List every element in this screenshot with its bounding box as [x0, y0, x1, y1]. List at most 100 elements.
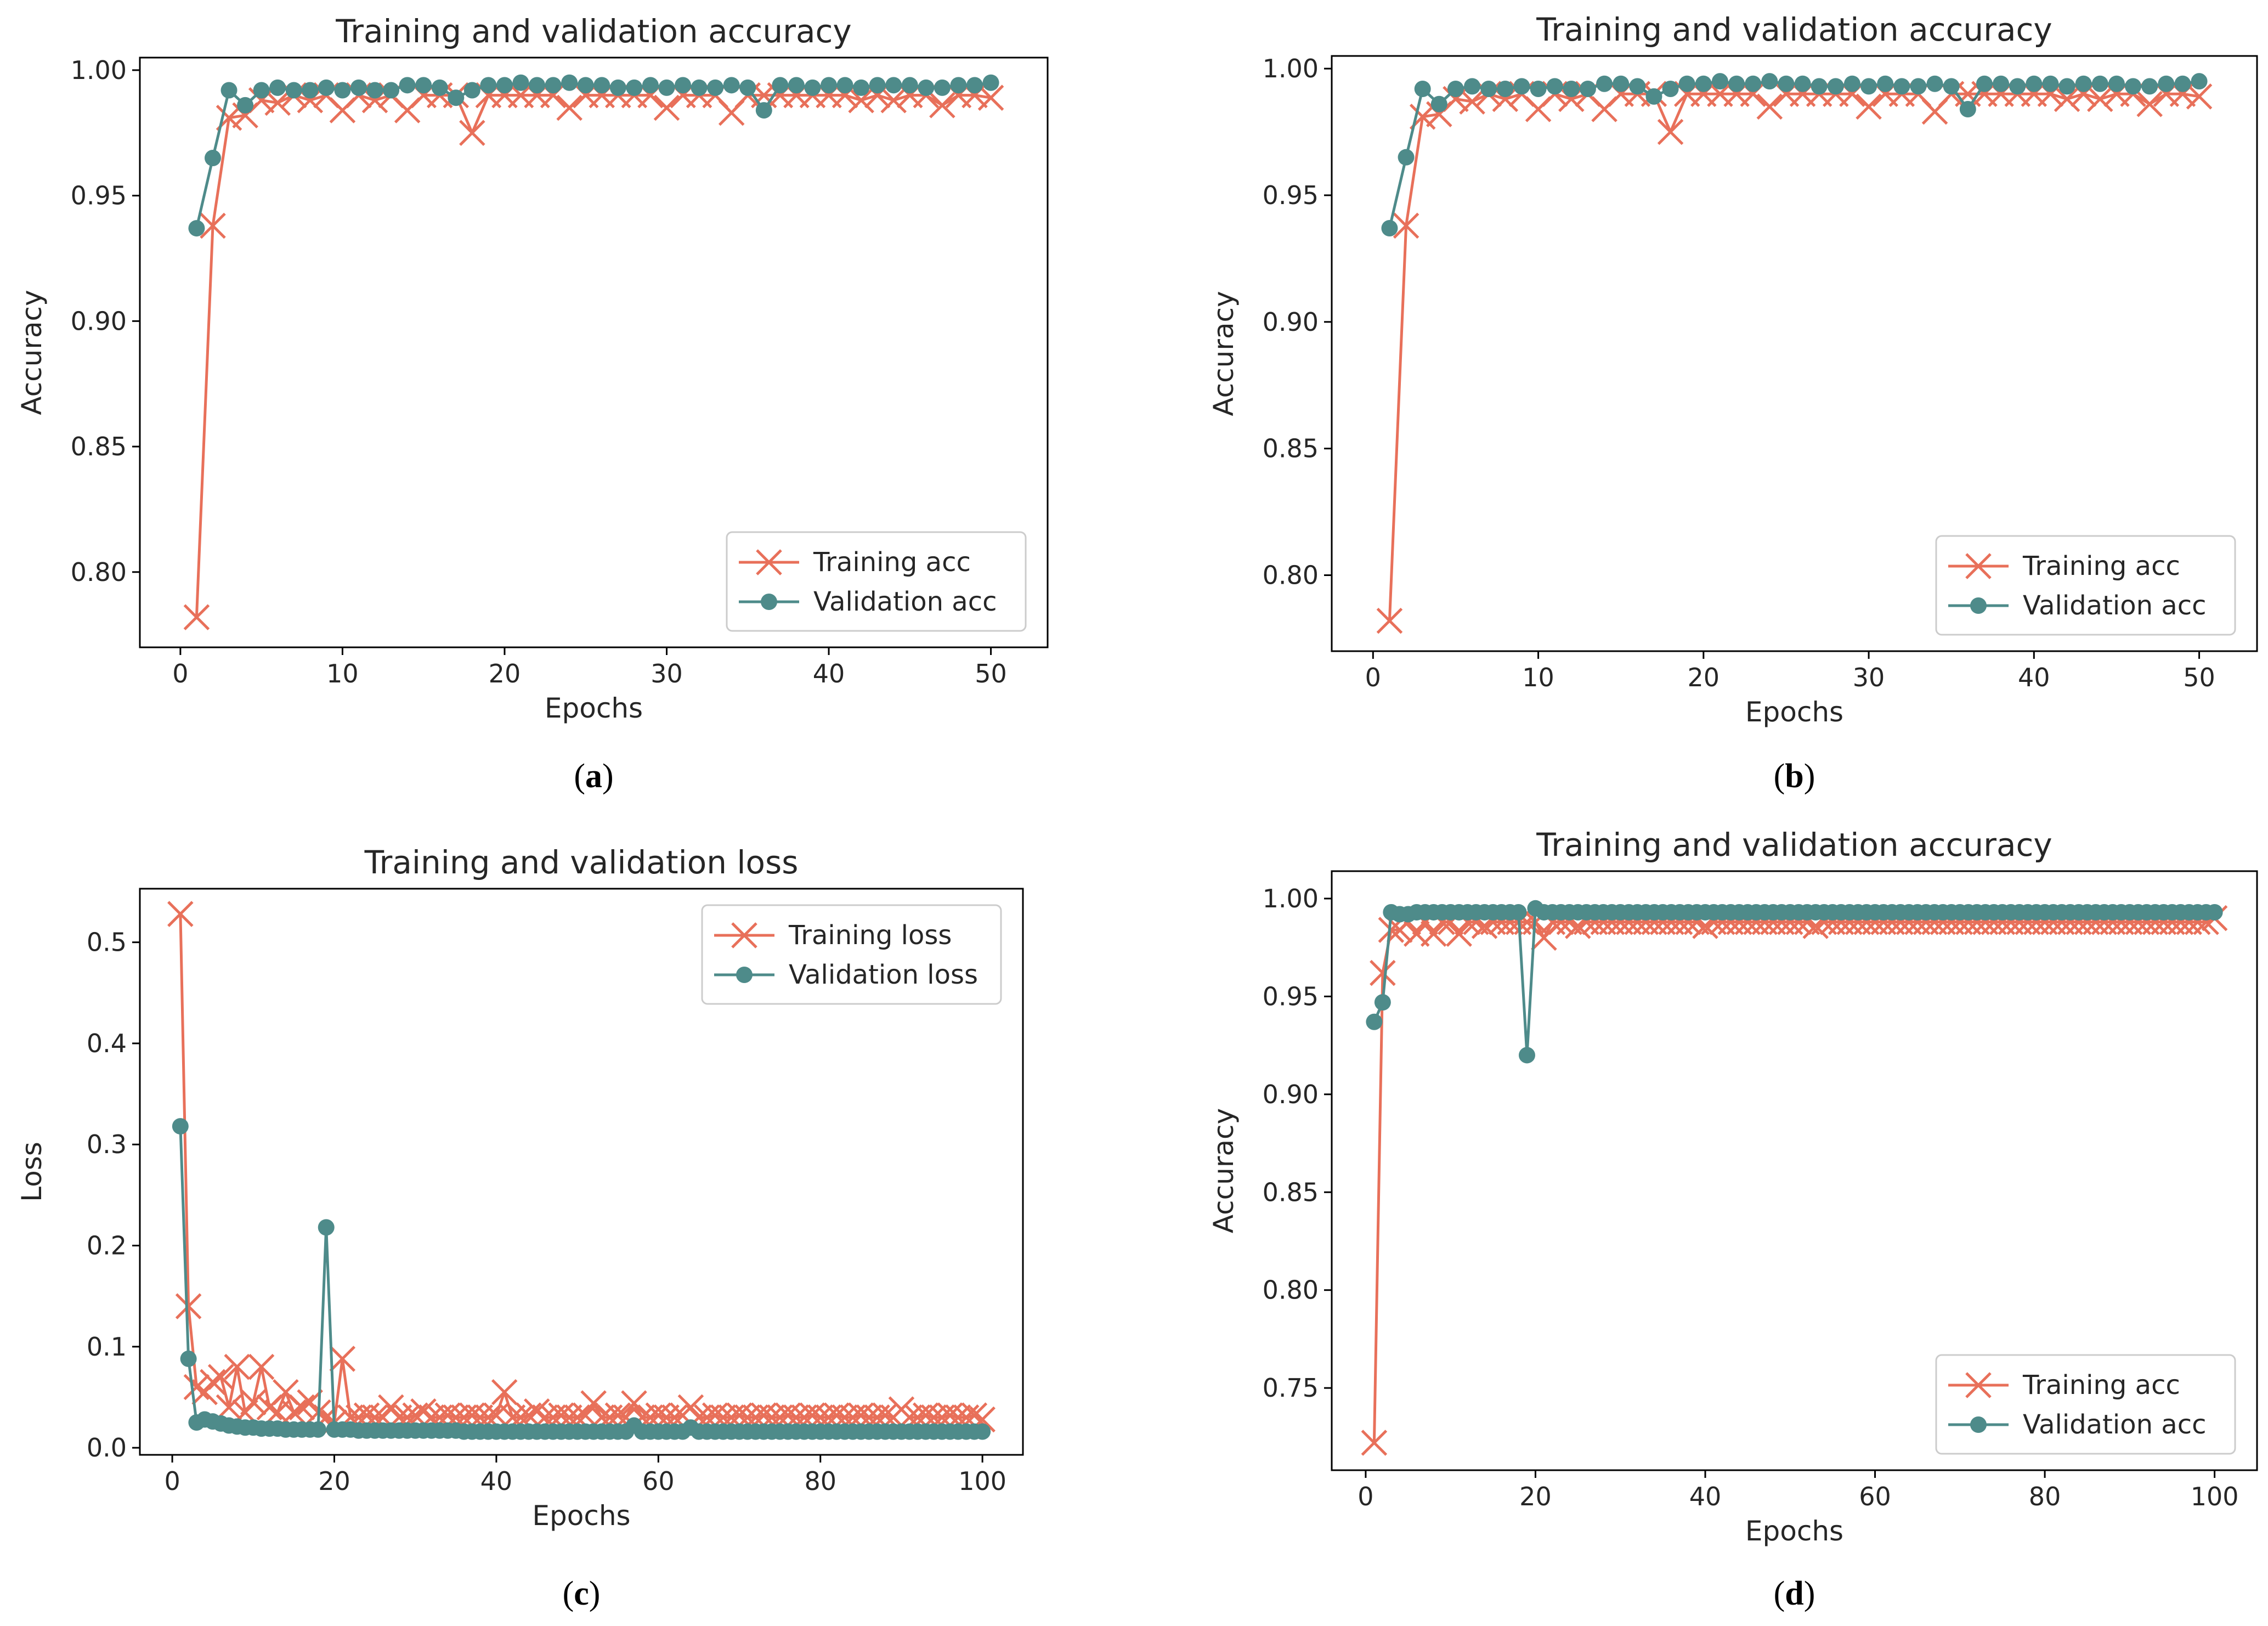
training-point — [1657, 118, 1684, 145]
validation-point — [2091, 75, 2108, 92]
training-point — [1558, 86, 1585, 112]
x-axis-label: Epochs — [532, 1500, 630, 1532]
y-tick-label: 0.4 — [87, 1029, 127, 1058]
validation-point — [431, 79, 448, 96]
validation-point — [1843, 75, 1860, 92]
x-tick-label: 50 — [975, 659, 1007, 688]
training-point — [1492, 86, 1519, 112]
series-group — [167, 901, 996, 1440]
validation-point — [1695, 75, 1712, 92]
validation-point — [285, 82, 302, 99]
training-point — [1393, 212, 1419, 239]
series-group — [1361, 900, 2228, 1456]
y-tick-label: 0.80 — [1263, 560, 1319, 590]
training-point — [1856, 93, 1882, 120]
validation-point — [1366, 1013, 1383, 1030]
chart-title: Training and validation accuracy — [335, 13, 852, 50]
validation-point — [853, 79, 870, 96]
legend-label: Validation loss — [789, 959, 978, 990]
x-tick-label: 40 — [813, 659, 845, 688]
x-axis-label: Epochs — [545, 692, 643, 724]
training-point — [200, 212, 226, 239]
legend: Training acc Validation acc — [1935, 535, 2236, 636]
y-tick-label: 0.80 — [1263, 1275, 1319, 1305]
validation-point — [1596, 75, 1613, 92]
training-point — [962, 82, 988, 109]
training-point — [653, 94, 680, 121]
training-point — [621, 1390, 647, 1416]
validation-point — [2026, 75, 2043, 92]
validation-point — [172, 1118, 189, 1135]
legend-label: Validation acc — [2023, 1409, 2206, 1440]
training-point — [329, 1346, 356, 1372]
x-tick-label: 40 — [2018, 663, 2050, 692]
validation-point — [869, 77, 886, 94]
y-axis-label: Loss — [16, 1142, 48, 1202]
training-point — [929, 92, 955, 118]
validation-point — [772, 77, 789, 94]
panel-caption: (b) — [1774, 758, 1815, 795]
training-point — [1740, 81, 1766, 108]
y-tick-label: 0.95 — [71, 181, 127, 211]
validation-point — [529, 77, 546, 94]
x-tick-label: 20 — [318, 1466, 350, 1496]
legend-label: Training acc — [2022, 1370, 2180, 1401]
validation-point — [318, 1219, 335, 1236]
panel-caption-letter: c — [574, 1575, 589, 1612]
series-group — [183, 74, 1004, 630]
validation-point — [1959, 100, 1976, 117]
legend-box — [1935, 535, 2236, 636]
validation-point — [1374, 994, 1391, 1011]
training-point — [580, 1390, 607, 1416]
chart-title: Training and validation loss — [364, 844, 799, 881]
training-point — [224, 1353, 251, 1380]
validation-point — [334, 82, 351, 99]
training-point — [1361, 1430, 1388, 1456]
chart-title: Training and validation accuracy — [1536, 11, 2052, 48]
training-point — [361, 87, 388, 114]
training-point — [297, 87, 324, 114]
validation-point — [2141, 78, 2158, 95]
training-point — [248, 1353, 275, 1380]
x-tick-label: 0 — [164, 1466, 180, 1496]
x-tick-label: 30 — [1853, 663, 1885, 692]
training-point — [1420, 921, 1447, 947]
y-tick-label: 0.90 — [71, 306, 127, 336]
panel-caption: (d) — [1774, 1575, 1815, 1612]
validation-point — [366, 82, 383, 99]
validation-point — [415, 77, 432, 94]
validation-point — [1943, 78, 1960, 95]
validation-point — [1778, 75, 1795, 92]
y-tick-label: 0.95 — [1263, 981, 1319, 1011]
training-point — [1376, 607, 1403, 634]
validation-point — [982, 74, 999, 91]
training-point — [2087, 86, 2113, 112]
training-point — [491, 1379, 518, 1405]
legend: Training acc Validation acc — [726, 531, 1027, 632]
validation-point — [626, 79, 643, 96]
legend-marker-dot — [761, 594, 777, 610]
y-axis-label: Accuracy — [16, 290, 48, 415]
validation-point — [2206, 904, 2223, 921]
training-point — [1370, 959, 1396, 986]
x-tick-label: 20 — [489, 659, 521, 688]
training-point — [1756, 93, 1783, 120]
validation-point — [496, 77, 513, 94]
legend-marker-x — [731, 922, 757, 948]
chart-title: Training and validation accuracy — [1536, 826, 2052, 863]
validation-point — [1613, 75, 1630, 92]
y-axis-label: Accuracy — [1208, 291, 1240, 416]
legend-box — [726, 531, 1027, 632]
training-point — [1443, 86, 1469, 112]
legend-box — [1935, 1354, 2236, 1455]
validation-point — [1794, 75, 1811, 92]
validation-point — [1910, 78, 1927, 95]
validation-point — [188, 220, 205, 237]
training-point — [977, 84, 1004, 111]
y-tick-label: 0.80 — [71, 557, 127, 587]
validation-point — [1893, 78, 1910, 95]
legend-marker-x — [756, 549, 782, 575]
y-tick-label: 0.3 — [87, 1130, 127, 1159]
validation-point — [901, 77, 918, 94]
validation-point — [545, 77, 562, 94]
